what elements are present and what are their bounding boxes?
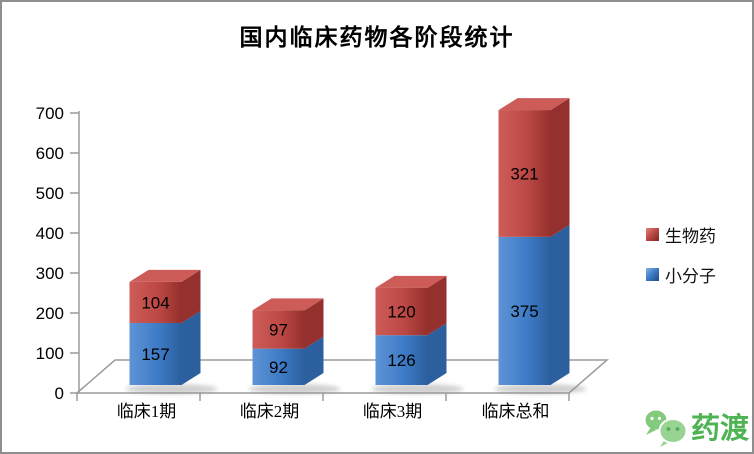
x-category-label: 临床3期 xyxy=(363,402,423,421)
x-category-label: 临床总和 xyxy=(482,402,550,421)
bar-临床总和: 375 321 xyxy=(494,98,587,394)
y-tick-label: 0 xyxy=(55,384,64,403)
data-label-top: 120 xyxy=(387,303,415,322)
bar-side-bottom xyxy=(304,336,324,385)
legend-item-biologics: 生物药 xyxy=(646,222,716,247)
data-label-top: 104 xyxy=(141,293,169,312)
bar-shadow xyxy=(125,384,218,394)
bar-临床3期: 126 120 xyxy=(371,275,464,394)
y-tick-label: 700 xyxy=(36,104,64,123)
bar-front-bottom xyxy=(129,322,182,385)
data-label-bottom: 157 xyxy=(141,345,169,364)
bar-front-top xyxy=(498,110,551,237)
bar-side-bottom xyxy=(550,224,570,385)
data-label-bottom: 126 xyxy=(387,351,415,370)
bar-临床1期: 157 104 xyxy=(125,269,218,394)
yaodu-logo-text: 药渡 xyxy=(690,412,749,445)
bar-front-top xyxy=(129,281,182,323)
data-label-bottom: 375 xyxy=(510,302,538,321)
bar-front-bottom xyxy=(498,236,551,385)
bar-front-top xyxy=(252,310,305,349)
bar-shadow xyxy=(371,384,464,394)
y-tick-label: 300 xyxy=(36,264,64,283)
bar-top-face xyxy=(252,298,324,311)
data-label-bottom: 92 xyxy=(269,358,288,377)
bar-side-top xyxy=(181,269,201,323)
bar-shadow xyxy=(494,384,587,394)
bar-临床2期: 92 97 xyxy=(248,298,341,394)
legend-label-biologics: 生物药 xyxy=(665,227,716,246)
bar-front-bottom xyxy=(375,335,428,385)
bar-side-top xyxy=(550,98,570,237)
bar-front-bottom xyxy=(252,348,305,385)
yaodu-watermark: 药渡 xyxy=(642,408,749,450)
legend-marker-biologics-icon xyxy=(646,228,659,241)
wechat-icon xyxy=(645,410,688,447)
chart-legend: 生物药 小分子 xyxy=(646,222,716,287)
data-label-top: 321 xyxy=(510,164,538,183)
y-axis: 0 100 200 300 400 500 600 700 xyxy=(36,104,80,403)
bar-top-face xyxy=(129,269,201,282)
chart-title: 国内临床药物各阶段统计 xyxy=(239,25,515,50)
bar-front-top xyxy=(375,287,428,336)
legend-item-small-molecule: 小分子 xyxy=(646,262,716,287)
bar-side-top xyxy=(427,275,447,336)
data-label-top: 97 xyxy=(269,321,288,340)
y-tick-label: 400 xyxy=(36,224,64,243)
y-tick-label: 600 xyxy=(36,144,64,163)
bar-top-face xyxy=(498,98,570,111)
bar-shadow xyxy=(248,384,341,394)
y-tick-label: 200 xyxy=(36,304,64,323)
x-category-label: 临床2期 xyxy=(240,402,300,421)
bar-side-bottom xyxy=(427,323,447,385)
y-tick-label: 100 xyxy=(36,344,64,363)
bar-side-bottom xyxy=(181,310,201,385)
x-category-label: 临床1期 xyxy=(117,402,177,421)
legend-label-small-molecule: 小分子 xyxy=(665,267,716,286)
legend-marker-small-molecule-icon xyxy=(646,268,659,281)
y-tick-label: 500 xyxy=(36,184,64,203)
bar-top-face xyxy=(375,275,447,288)
bar-side-top xyxy=(304,298,324,349)
